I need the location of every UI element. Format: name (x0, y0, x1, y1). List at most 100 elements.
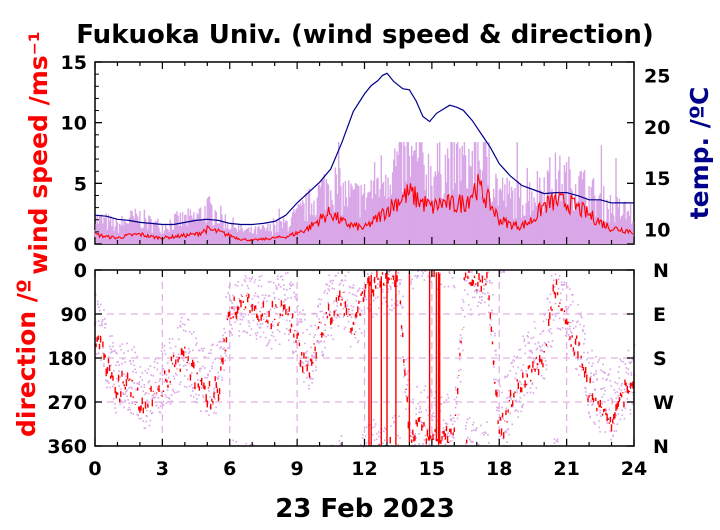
gust-direction-point (166, 362, 169, 364)
gust-direction-point (262, 318, 265, 320)
gust-direction-point (602, 377, 604, 380)
gust-direction-point (521, 406, 524, 408)
gust-direction-point (230, 331, 232, 334)
gust-direction-point (453, 286, 456, 289)
temperature-line (94, 72, 634, 226)
gust-direction-point (209, 395, 211, 398)
gust-direction-point (461, 349, 464, 352)
gust-direction-point (284, 294, 286, 296)
time-tick-label: 15 (419, 458, 445, 480)
gust-direction-point (104, 327, 106, 329)
gust-direction-point (365, 442, 368, 444)
gust-direction-point (292, 350, 294, 353)
gust-direction-point (586, 358, 588, 361)
gust-direction-point (288, 329, 290, 332)
gust-direction-point (179, 381, 182, 383)
direction-tick-label: 180 (47, 348, 87, 370)
gust-direction-point (383, 296, 385, 299)
gust-direction-point (603, 387, 605, 389)
gust-direction-point (563, 281, 566, 284)
gust-direction-point (553, 286, 556, 288)
gust-direction-point (332, 319, 335, 322)
gust-direction-point (109, 335, 111, 337)
gust-direction-point (317, 304, 319, 307)
gust-direction-point (387, 288, 389, 290)
gust-direction-point (582, 330, 584, 333)
gust-direction-point (570, 304, 572, 306)
gust-direction-point (474, 290, 476, 293)
gust-direction-point (390, 425, 392, 427)
gust-direction-point (414, 275, 416, 277)
gust-direction-point (592, 381, 594, 383)
gust-direction-point (444, 429, 447, 432)
gust-direction-point (182, 365, 185, 367)
gust-direction-point (382, 442, 384, 444)
gust-direction-point (133, 364, 135, 366)
gust-direction-point (391, 309, 393, 312)
gust-direction-point (352, 306, 355, 308)
gust-direction-point (611, 402, 613, 405)
gust-direction-point (511, 423, 513, 426)
gust-direction-point (316, 315, 318, 318)
gust-direction-point (484, 293, 486, 295)
gust-direction-point (544, 312, 547, 315)
gust-direction-point (97, 300, 99, 303)
gust-direction-point (556, 438, 559, 441)
gust-direction-point (568, 306, 570, 308)
gust-direction-point (216, 386, 218, 388)
gust-direction-point (589, 392, 591, 395)
gust-direction-point (491, 282, 493, 284)
gust-direction-point (308, 387, 310, 390)
gust-direction-point (348, 330, 351, 333)
gust-direction-point (364, 296, 367, 298)
gust-direction-point (389, 285, 391, 287)
gust-direction-point (562, 284, 565, 286)
time-axis: 0 3 6 9 12 15 18 21 24 (88, 62, 647, 480)
gust-direction-point (549, 328, 552, 330)
gust-direction-point (150, 412, 153, 415)
gust-direction-point (214, 392, 216, 394)
gust-direction-point (259, 327, 262, 329)
gust-direction-point (303, 372, 305, 374)
gust-direction-point (567, 308, 569, 311)
gust-direction-point (268, 339, 271, 341)
gust-direction-point (541, 350, 544, 352)
gust-direction-point (304, 342, 306, 345)
gust-direction-point (178, 364, 181, 366)
gust-direction-point (238, 335, 241, 337)
gust-direction-point (323, 334, 325, 337)
gust-direction-point (557, 287, 560, 290)
gust-direction-point (373, 439, 376, 441)
gust-direction-point (261, 322, 264, 325)
gust-direction-point (542, 329, 545, 332)
gust-direction-point (314, 334, 316, 336)
gust-direction-point (193, 386, 195, 389)
gust-direction-point (425, 409, 428, 412)
gust-direction-point (407, 370, 409, 372)
gust-direction-point (172, 390, 175, 392)
gust-direction-point (322, 316, 324, 319)
gust-direction-point (561, 327, 564, 329)
gust-direction-point (603, 371, 605, 374)
gust-direction-point (573, 327, 575, 330)
gust-direction-point (267, 281, 270, 283)
gust-direction-point (449, 414, 452, 417)
gust-direction-point (630, 361, 633, 363)
gust-direction-point (503, 270, 505, 272)
gust-direction-point (305, 360, 307, 362)
gust-direction-point (434, 438, 437, 441)
gust-direction-point (525, 370, 528, 372)
gust-direction-point (154, 401, 157, 404)
gust-direction-point (213, 387, 215, 390)
gust-direction-point (442, 427, 445, 429)
gust-direction-point (397, 304, 399, 307)
gust-direction-point (508, 389, 510, 392)
gust-direction-point (351, 286, 354, 289)
direction-tick-label: 360 (47, 436, 87, 458)
temperature-tick-label: 15 (644, 168, 670, 190)
gust-direction-point (307, 362, 309, 364)
gust-direction-point (452, 416, 455, 419)
gust-direction-point (136, 355, 138, 358)
gust-direction-point (621, 409, 624, 411)
gust-direction-point (460, 337, 463, 339)
